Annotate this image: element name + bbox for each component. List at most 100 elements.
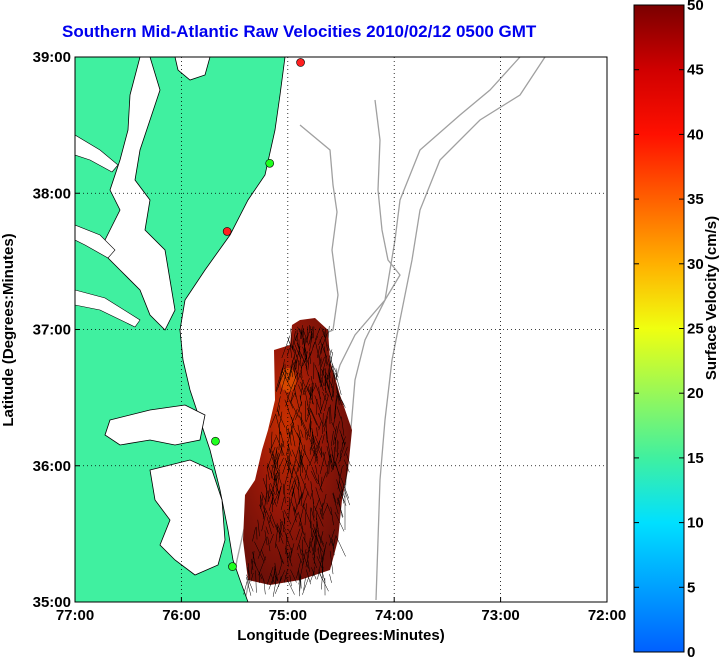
velocity-vector xyxy=(336,386,342,406)
velocity-vector xyxy=(284,569,288,583)
velocity-vector xyxy=(302,491,309,508)
velocity-vector xyxy=(298,384,302,394)
velocity-vector xyxy=(302,576,310,595)
velocity-vector xyxy=(318,348,322,360)
velocity-vector xyxy=(293,334,297,344)
velocity-vector xyxy=(321,476,323,486)
x-axis-label: Longitude (Degrees:Minutes) xyxy=(237,627,445,644)
velocity-vector xyxy=(301,446,312,465)
velocity-vector xyxy=(262,495,267,520)
velocity-vector xyxy=(281,370,292,389)
velocity-vector xyxy=(331,362,339,378)
velocity-vector xyxy=(331,421,337,433)
velocity-vector xyxy=(288,428,290,437)
velocity-vector xyxy=(314,435,323,455)
velocity-vector xyxy=(302,539,304,561)
site-marker xyxy=(211,436,220,446)
velocity-vector xyxy=(316,427,318,437)
velocity-vector xyxy=(295,346,301,364)
velocity-vector xyxy=(270,572,275,583)
colorbar-tick-label: 10 xyxy=(687,515,704,532)
velocity-vector xyxy=(275,469,280,482)
velocity-vector xyxy=(284,399,289,410)
velocity-vector xyxy=(286,426,288,436)
velocity-vector xyxy=(293,349,297,360)
velocity-vector xyxy=(307,403,310,412)
velocity-vector xyxy=(300,359,304,372)
velocity-vector xyxy=(311,447,319,464)
velocity-vector xyxy=(319,451,326,474)
velocity-vector xyxy=(264,507,274,528)
velocity-vector xyxy=(270,431,273,453)
velocity-vector xyxy=(310,333,312,343)
velocity-vector xyxy=(276,396,281,412)
velocity-vector xyxy=(268,494,274,511)
velocity-vector xyxy=(306,386,311,397)
velocity-vector xyxy=(312,335,319,348)
velocity-vector xyxy=(303,329,309,346)
site-marker xyxy=(228,562,237,571)
velocity-vector xyxy=(302,346,309,365)
velocity-vector xyxy=(290,328,293,350)
velocity-vector xyxy=(288,476,296,496)
y-axis-ticks: 35:00 36:00 37:00 38:00 39:00 xyxy=(33,49,80,611)
velocity-vector xyxy=(256,526,258,540)
velocity-vector xyxy=(309,326,313,339)
velocity-vector xyxy=(309,507,312,529)
velocity-vector xyxy=(283,517,286,533)
velocity-vector xyxy=(274,566,279,581)
velocity-vector xyxy=(307,401,311,417)
velocity-vector xyxy=(314,382,322,400)
velocity-vector xyxy=(330,391,334,400)
velocity-vector xyxy=(330,351,334,364)
velocity-vector xyxy=(293,508,297,523)
velocity-vector xyxy=(304,503,307,526)
velocity-vector xyxy=(275,472,281,495)
velocity-vector xyxy=(288,373,298,396)
velocity-vector xyxy=(292,426,301,441)
velocity-vector xyxy=(323,416,328,432)
velocity-vector xyxy=(341,490,344,504)
velocity-vector xyxy=(333,446,335,470)
velocity-vector xyxy=(276,523,283,537)
colorbar-tick-label: 40 xyxy=(687,126,704,143)
velocity-vector xyxy=(269,413,277,428)
velocity-vector xyxy=(324,407,330,426)
velocity-vector xyxy=(275,543,285,565)
velocity-vector xyxy=(335,535,346,557)
velocity-vector xyxy=(336,406,342,419)
velocity-vector xyxy=(322,504,328,517)
chesapeake-bay xyxy=(99,57,176,331)
velocity-vector xyxy=(318,421,322,431)
velocity-vector xyxy=(344,463,348,486)
velocity-vector xyxy=(319,339,327,357)
velocity-vector xyxy=(298,414,308,436)
delaware-bay xyxy=(174,57,211,81)
site-marker xyxy=(296,58,305,67)
velocity-vector xyxy=(277,405,280,417)
velocity-vector xyxy=(315,529,318,545)
velocity-vector xyxy=(266,516,272,535)
velocity-vector xyxy=(319,471,327,491)
velocity-vector xyxy=(292,485,298,509)
colorbar-tick-label: 5 xyxy=(687,579,695,596)
velocity-vector xyxy=(327,325,330,338)
velocity-vector xyxy=(288,551,291,562)
velocity-vector xyxy=(289,575,292,587)
velocity-vector xyxy=(314,364,319,374)
velocity-vector xyxy=(304,387,309,406)
velocity-vector xyxy=(319,507,323,519)
velocity-vector xyxy=(325,375,332,398)
velocity-vector xyxy=(312,326,315,339)
velocity-vector xyxy=(315,465,318,475)
velocity-vector xyxy=(291,362,296,379)
velocity-vector xyxy=(324,394,329,412)
colorbar-tick-label: 20 xyxy=(687,385,704,402)
velocity-vector xyxy=(266,566,274,585)
velocity-vector xyxy=(318,386,322,410)
velocity-vector xyxy=(260,494,262,509)
velocity-vector xyxy=(312,382,314,393)
velocity-vector xyxy=(337,441,339,457)
velocity-vector xyxy=(262,478,270,498)
velocity-vector xyxy=(275,524,284,544)
